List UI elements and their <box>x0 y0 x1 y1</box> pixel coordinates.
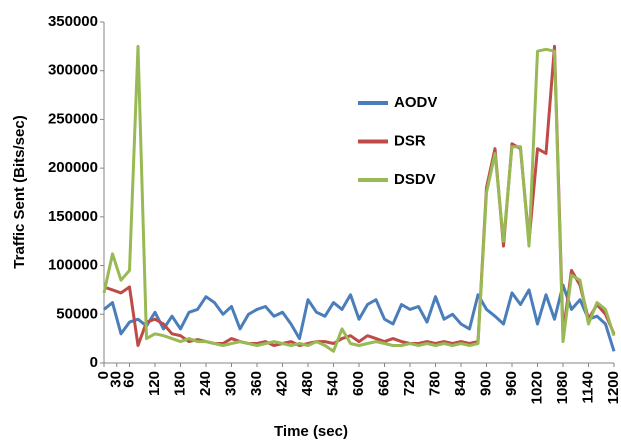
legend-label: DSR <box>394 132 426 149</box>
x-tick-label: 1200 <box>605 371 621 404</box>
x-tick-label: 240 <box>197 371 214 396</box>
x-tick-label: 540 <box>324 371 341 396</box>
x-tick-label: 0 <box>95 371 112 379</box>
y-tick-label: 150000 <box>48 208 98 225</box>
y-tick-label: 300000 <box>48 62 98 79</box>
x-tick-label: 480 <box>299 371 316 396</box>
x-tick-label: 900 <box>477 371 494 396</box>
y-axis-title: Traffic Sent (Bits/sec) <box>11 115 28 268</box>
x-tick-label: 60 <box>120 371 137 388</box>
x-tick-label: 180 <box>171 371 188 396</box>
x-tick-label: 780 <box>426 371 443 396</box>
x-tick-label: 360 <box>248 371 265 396</box>
y-tick-label: 250000 <box>48 110 98 127</box>
series-line <box>103 44 616 347</box>
x-tick-label: 1140 <box>579 371 596 404</box>
x-tick-label: 1080 <box>554 371 571 404</box>
series-line <box>102 44 616 353</box>
y-tick-label: 50000 <box>56 305 98 322</box>
y-tick-label: 100000 <box>48 257 98 274</box>
legend-label: AODV <box>394 94 437 111</box>
y-tick-label: 200000 <box>48 159 98 176</box>
x-tick-label: 30 <box>108 371 125 388</box>
legend-label: DSDV <box>394 171 436 188</box>
x-tick-label: 300 <box>222 371 239 396</box>
x-tick-label: 420 <box>273 371 290 396</box>
y-tick-label: 0 <box>90 354 98 371</box>
x-tick-label: 660 <box>375 371 392 396</box>
x-axis-title: Time (sec) <box>274 423 348 440</box>
x-tick-label: 960 <box>503 371 520 396</box>
y-tick-label: 350000 <box>48 13 98 30</box>
x-tick-label: 720 <box>401 371 418 396</box>
x-tick-label: 1020 <box>528 371 545 404</box>
x-tick-label: 840 <box>452 371 469 396</box>
series-line <box>103 283 616 352</box>
x-tick-label: 600 <box>350 371 367 396</box>
x-tick-label: 120 <box>146 371 163 396</box>
